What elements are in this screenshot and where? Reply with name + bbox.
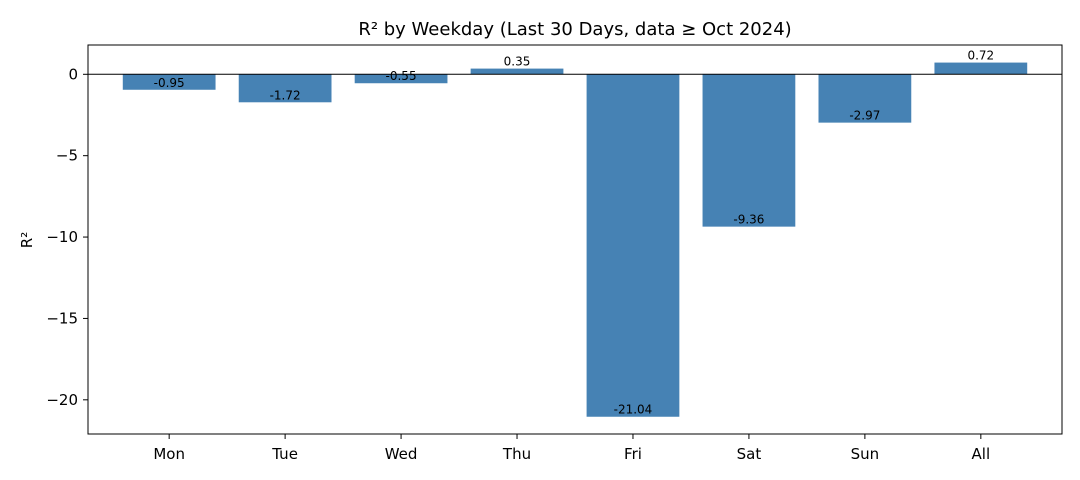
y-axis-label: R² [18, 232, 36, 248]
data-label-all: 0.72 [967, 49, 994, 63]
x-tick-label-sat: Sat [737, 445, 762, 463]
data-label-fri: -21.04 [614, 403, 653, 417]
plot-area-frame [87, 44, 1063, 435]
y-tick-label-0: 0 [68, 65, 78, 83]
data-label-tue: -1.72 [270, 88, 301, 102]
bar-tue [238, 74, 332, 103]
bars-group [122, 62, 1028, 417]
y-tick-label-1: −5 [56, 147, 78, 165]
bar-all [934, 62, 1028, 75]
x-axis-ticks: Mon Tue Wed Thu Fri Sat Sun All [153, 434, 990, 463]
bar-wed [354, 74, 448, 84]
bar-sat [702, 74, 796, 227]
chart-title: R² by Weekday (Last 30 Days, data ≥ Oct … [358, 19, 791, 40]
y-tick-label-3: −15 [46, 309, 78, 327]
data-label-mon: -0.95 [154, 76, 185, 90]
x-tick-label-sun: Sun [851, 445, 880, 463]
data-label-wed: -0.55 [386, 69, 417, 83]
bar-mon [122, 74, 216, 90]
x-tick-label-wed: Wed [385, 445, 418, 463]
x-tick-label-all: All [972, 445, 991, 463]
x-tick-label-mon: Mon [153, 445, 185, 463]
bar-thu [470, 68, 564, 75]
x-tick-label-fri: Fri [624, 445, 642, 463]
bar-fri [586, 74, 680, 417]
data-label-sat: -9.36 [733, 213, 764, 227]
x-tick-label-tue: Tue [271, 445, 298, 463]
x-tick-label-thu: Thu [502, 445, 531, 463]
bar-sun [818, 74, 912, 123]
y-tick-label-2: −10 [46, 228, 78, 246]
data-labels-group: -0.95 -1.72 -0.55 0.35 -21.04 -9.36 -2.97 0.72 [154, 49, 995, 417]
data-label-thu: 0.35 [504, 55, 531, 69]
y-axis-ticks: 0 −5 −10 −15 −20 [46, 65, 88, 409]
y-tick-label-4: −20 [46, 391, 78, 409]
data-label-sun: -2.97 [849, 109, 880, 123]
